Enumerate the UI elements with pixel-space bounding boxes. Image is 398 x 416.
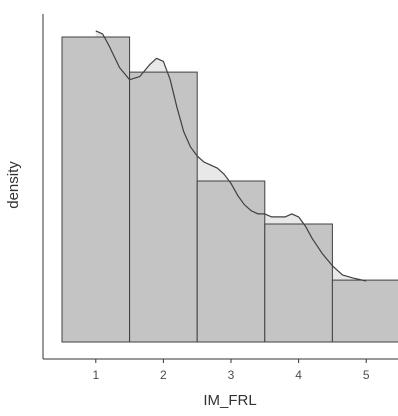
histogram-bar [129, 71, 198, 343]
histogram-bar [196, 180, 266, 343]
x-tick-label: 1 [92, 368, 99, 382]
density-curve [95, 30, 367, 282]
x-tick-label: 5 [363, 368, 370, 382]
x-tick-label: 2 [160, 368, 167, 382]
histogram-bar [61, 36, 131, 343]
x-axis-title: IM_FRL [203, 392, 256, 409]
x-axis-ticks: 1 2 3 4 5 [92, 359, 370, 382]
plot-area [61, 30, 398, 343]
y-axis-title: density [5, 161, 22, 209]
histogram-bar [264, 223, 333, 343]
histogram-bar [331, 279, 398, 343]
x-tick-label: 4 [295, 368, 302, 382]
x-tick-label: 3 [228, 368, 235, 382]
